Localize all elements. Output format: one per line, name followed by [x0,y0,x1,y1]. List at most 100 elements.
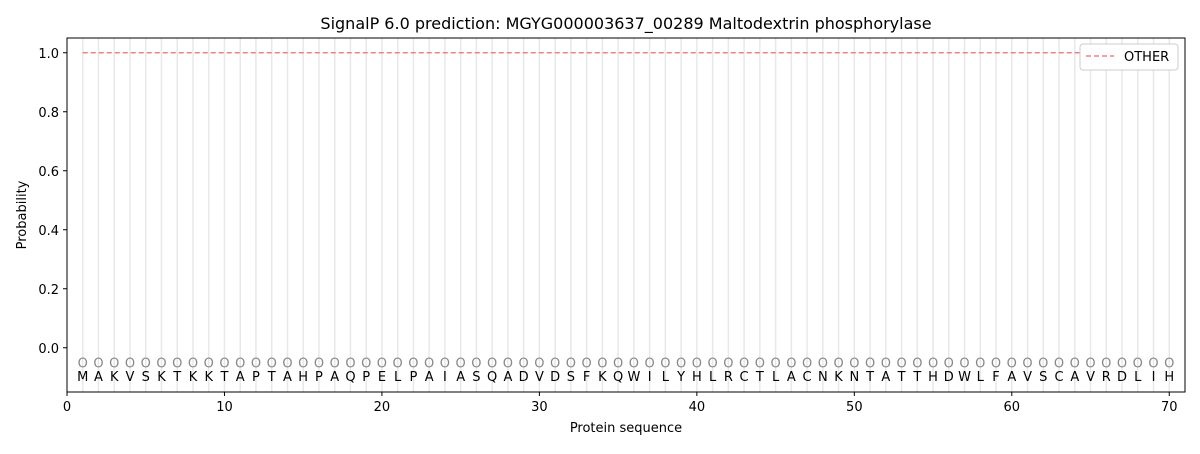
marker-label: O [141,357,151,372]
residue-label: L [394,370,402,385]
marker-label: O [613,357,623,372]
marker-label: O [959,357,969,372]
marker-label: O [550,357,560,372]
marker-label: O [1117,357,1127,372]
residue-label: C [1054,370,1063,385]
x-tick-label: 60 [1004,400,1021,415]
marker-label: O [251,357,261,372]
marker-label: O [1148,357,1158,372]
residue-label: I [1152,370,1156,385]
marker-label: O [235,357,245,372]
residue-label: A [283,370,292,385]
residue-label: L [662,370,670,385]
y-tick-label: 0.6 [38,165,59,180]
residue-label: T [912,370,921,385]
residue-label: A [1070,370,1079,385]
marker-label: O [566,357,576,372]
marker-label: O [456,357,466,372]
residue-label: V [126,370,135,385]
marker-label: O [1164,357,1174,372]
marker-label: O [755,357,765,372]
residue-label: N [849,370,859,385]
marker-label: O [503,357,513,372]
x-tick-label: 20 [374,400,391,415]
residue-label: D [519,370,529,385]
marker-label: O [676,357,686,372]
marker-label: O [440,357,450,372]
x-axis-label: Protein sequence [570,421,682,436]
marker-label: O [267,357,277,372]
marker-label: O [1007,357,1017,372]
residue-label: A [236,370,245,385]
marker-label: O [361,357,371,372]
residue-label: T [755,370,764,385]
residue-label: A [1007,370,1016,385]
residue-label: D [944,370,954,385]
residue-label: Y [676,370,685,385]
residue-label: K [157,370,166,385]
residue-label: N [818,370,828,385]
residue-label: S [567,370,575,385]
marker-label: O [1022,357,1032,372]
marker-label: O [519,357,529,372]
marker-label: O [865,357,875,372]
marker-label: O [786,357,796,372]
marker-label: O [770,357,780,372]
marker-label: O [818,357,828,372]
marker-label: O [928,357,938,372]
marker-label: O [629,357,639,372]
residue-label: K [834,370,843,385]
marker-label: O [282,357,292,372]
marker-label: O [314,357,324,372]
residue-label: E [378,370,386,385]
residue-label: T [267,370,276,385]
marker-label: O [723,357,733,372]
residue-label: P [410,370,418,385]
x-tick-label: 40 [689,400,706,415]
marker-label: O [298,357,308,372]
residue-label: F [583,370,590,385]
residue-label: I [648,370,652,385]
marker-label: O [739,357,749,372]
residue-label: A [881,370,890,385]
residue-label: P [362,370,370,385]
residue-label: C [740,370,749,385]
y-tick-label: 0.2 [38,283,59,298]
residue-label: R [724,370,733,385]
residue-label: S [142,370,150,385]
marker-label: O [156,357,166,372]
residue-label: F [992,370,999,385]
residue-label: T [865,370,874,385]
residue-label: H [928,370,938,385]
marker-label: O [991,357,1001,372]
residue-label: H [1164,370,1174,385]
marker-label: O [645,357,655,372]
chart-title: SignalP 6.0 prediction: MGYG000003637_00… [320,14,931,34]
marker-label: O [78,357,88,372]
residue-label: A [503,370,512,385]
marker-label: O [582,357,592,372]
residue-label: Q [345,370,355,385]
marker-label: O [1054,357,1064,372]
marker-label: O [204,357,214,372]
x-tick-label: 30 [531,400,548,415]
residue-label: A [787,370,796,385]
marker-label: O [487,357,497,372]
y-tick-label: 0.4 [38,224,59,239]
residue-label: W [627,370,640,385]
residue-label: L [1134,370,1142,385]
residue-label: S [472,370,480,385]
marker-label: O [912,357,922,372]
legend: OTHER [1079,43,1179,71]
marker-label: O [944,357,954,372]
residue-label: A [94,370,103,385]
marker-label: O [597,357,607,372]
marker-label: O [692,357,702,372]
legend-label-other: OTHER [1124,50,1169,65]
residue-label: Q [613,370,623,385]
y-tick-label: 0.0 [38,342,59,357]
residue-label: C [803,370,812,385]
marker-label: O [1085,357,1095,372]
marker-label: O [849,357,859,372]
